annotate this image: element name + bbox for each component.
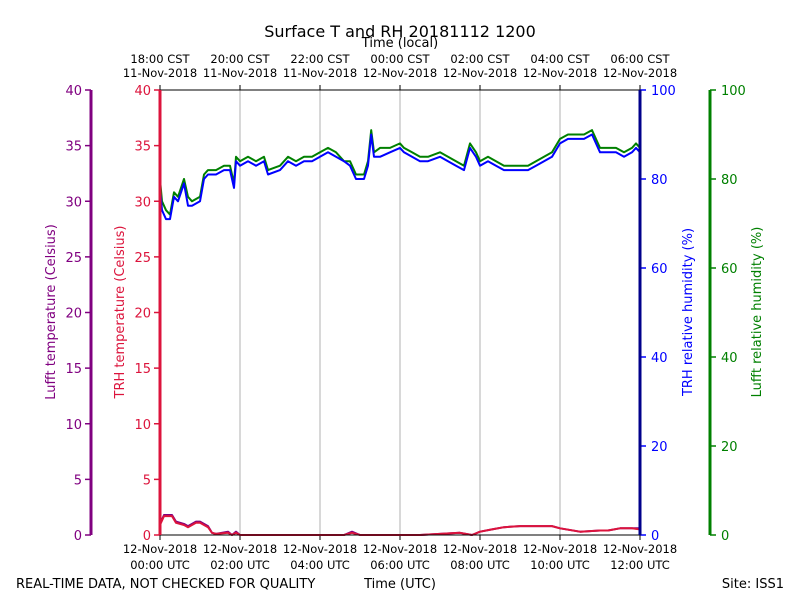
top-tick-date: 12-Nov-2018 bbox=[523, 66, 597, 80]
top-tick-date: 12-Nov-2018 bbox=[603, 66, 677, 80]
right-axes: 0 20 40 60 80 100 0 20 40 60 80 100 bbox=[640, 84, 746, 544]
bottom-tick-date: 12-Nov-2018 bbox=[523, 542, 597, 556]
bottom-tick-time: 00:00 UTC bbox=[130, 558, 190, 572]
trh-temperature-tick-label: 15 bbox=[134, 362, 151, 377]
bottom-tick-time: 08:00 UTC bbox=[450, 558, 510, 572]
trh-temperature-line bbox=[159, 515, 641, 536]
bottom-tick-time: 02:00 UTC bbox=[210, 558, 270, 572]
bottom-axis-title: Time (UTC) bbox=[363, 577, 436, 592]
trh-temperature-tick-label: 35 bbox=[134, 140, 151, 155]
left-axes: 0 5 10 15 20 25 30 35 40 0 5 10 15 20 25 30 35 40 bbox=[65, 84, 160, 544]
lufft-temperature-tick-label: 25 bbox=[65, 251, 82, 266]
bottom-tick-time: 04:00 UTC bbox=[290, 558, 350, 572]
bottom-tick-time: 12:00 UTC bbox=[610, 558, 670, 572]
chart-title: Surface T and RH 20181112 1200 bbox=[264, 22, 536, 41]
trh-temperature-tick-label: 5 bbox=[143, 473, 151, 488]
lufft-temperature-tick-label: 40 bbox=[65, 84, 82, 99]
bottom-tick-date: 12-Nov-2018 bbox=[603, 542, 677, 556]
lufft-humidity-tick-label: 20 bbox=[721, 440, 738, 455]
trh-temperature-tick-label: 40 bbox=[134, 84, 151, 99]
series-layer bbox=[159, 129, 641, 536]
lufft-temperature-tick-label: 0 bbox=[74, 529, 82, 544]
top-tick-time: 02:00 CST bbox=[450, 52, 510, 66]
trh-humidity-tick-label: 100 bbox=[651, 84, 676, 99]
lufft-humidity-tick-label: 100 bbox=[721, 84, 746, 99]
lufft-temperature-tick-label: 15 bbox=[65, 362, 82, 377]
lufft-humidity-tick-label: 80 bbox=[721, 173, 738, 188]
top-tick-date: 12-Nov-2018 bbox=[363, 66, 437, 80]
bottom-tick-date: 12-Nov-2018 bbox=[203, 542, 277, 556]
lufft-temperature-tick-label: 20 bbox=[65, 307, 82, 322]
trh-temperature-tick-label: 25 bbox=[134, 251, 151, 266]
bottom-tick-date: 12-Nov-2018 bbox=[123, 542, 197, 556]
lufft-temperature-tick-label: 35 bbox=[65, 140, 82, 155]
lufft-temperature-tick-label: 10 bbox=[65, 418, 82, 433]
trh-humidity-tick-label: 80 bbox=[651, 173, 668, 188]
trh-humidity-axis-label: TRH relative humidity (%) bbox=[681, 228, 696, 397]
trh-humidity-tick-label: 40 bbox=[651, 351, 668, 366]
lufft-temperature-tick-label: 5 bbox=[74, 473, 82, 488]
bottom-tick-time: 10:00 UTC bbox=[530, 558, 590, 572]
site-label: Site: ISS1 bbox=[722, 577, 784, 592]
bottom-tick-time: 06:00 UTC bbox=[370, 558, 430, 572]
top-tick-time: 22:00 CST bbox=[290, 52, 350, 66]
bottom-tick-date: 12-Nov-2018 bbox=[363, 542, 437, 556]
bottom-tick-date: 12-Nov-2018 bbox=[443, 542, 517, 556]
trh-temperature-tick-label: 10 bbox=[134, 418, 151, 433]
top-tick-time: 04:00 CST bbox=[530, 52, 590, 66]
trh-temperature-axis-label: TRH temperature (Celsius) bbox=[113, 226, 128, 400]
lufft-humidity-tick-label: 0 bbox=[721, 529, 729, 544]
trh-humidity-tick-label: 60 bbox=[651, 262, 668, 277]
trh-temperature-tick-label: 30 bbox=[134, 195, 151, 210]
lufft-humidity-axis-label: Lufft relative humidity (%) bbox=[750, 227, 765, 398]
lufft-temperature-tick-label: 30 bbox=[65, 195, 82, 210]
top-tick-date: 11-Nov-2018 bbox=[203, 66, 277, 80]
top-tick-date: 11-Nov-2018 bbox=[123, 66, 197, 80]
bottom-axis-ticks: 12-Nov-2018 00:00 UTC 12-Nov-2018 02:00 UTC… bbox=[123, 535, 677, 572]
lufft-humidity-tick-label: 40 bbox=[721, 351, 738, 366]
top-tick-time: 00:00 CST bbox=[370, 52, 430, 66]
trh-humidity-tick-label: 20 bbox=[651, 440, 668, 455]
quality-disclaimer: REAL-TIME DATA, NOT CHECKED FOR QUALITY bbox=[16, 577, 315, 592]
trh-temperature-tick-label: 0 bbox=[143, 529, 151, 544]
trh-humidity-tick-label: 0 bbox=[651, 529, 659, 544]
bottom-tick-date: 12-Nov-2018 bbox=[283, 542, 357, 556]
top-tick-time: 20:00 CST bbox=[210, 52, 270, 66]
trh-temperature-tick-label: 20 bbox=[134, 307, 151, 322]
top-tick-time: 06:00 CST bbox=[610, 52, 670, 66]
top-axis-title: Time (local) bbox=[361, 36, 438, 51]
top-tick-time: 18:00 CST bbox=[130, 52, 190, 66]
lufft-humidity-tick-label: 60 bbox=[721, 262, 738, 277]
top-tick-date: 12-Nov-2018 bbox=[443, 66, 517, 80]
lufft-temperature-axis-label: Lufft temperature (Celsius) bbox=[44, 224, 59, 400]
top-tick-date: 11-Nov-2018 bbox=[283, 66, 357, 80]
trh-relative-humidity-line bbox=[159, 133, 641, 221]
